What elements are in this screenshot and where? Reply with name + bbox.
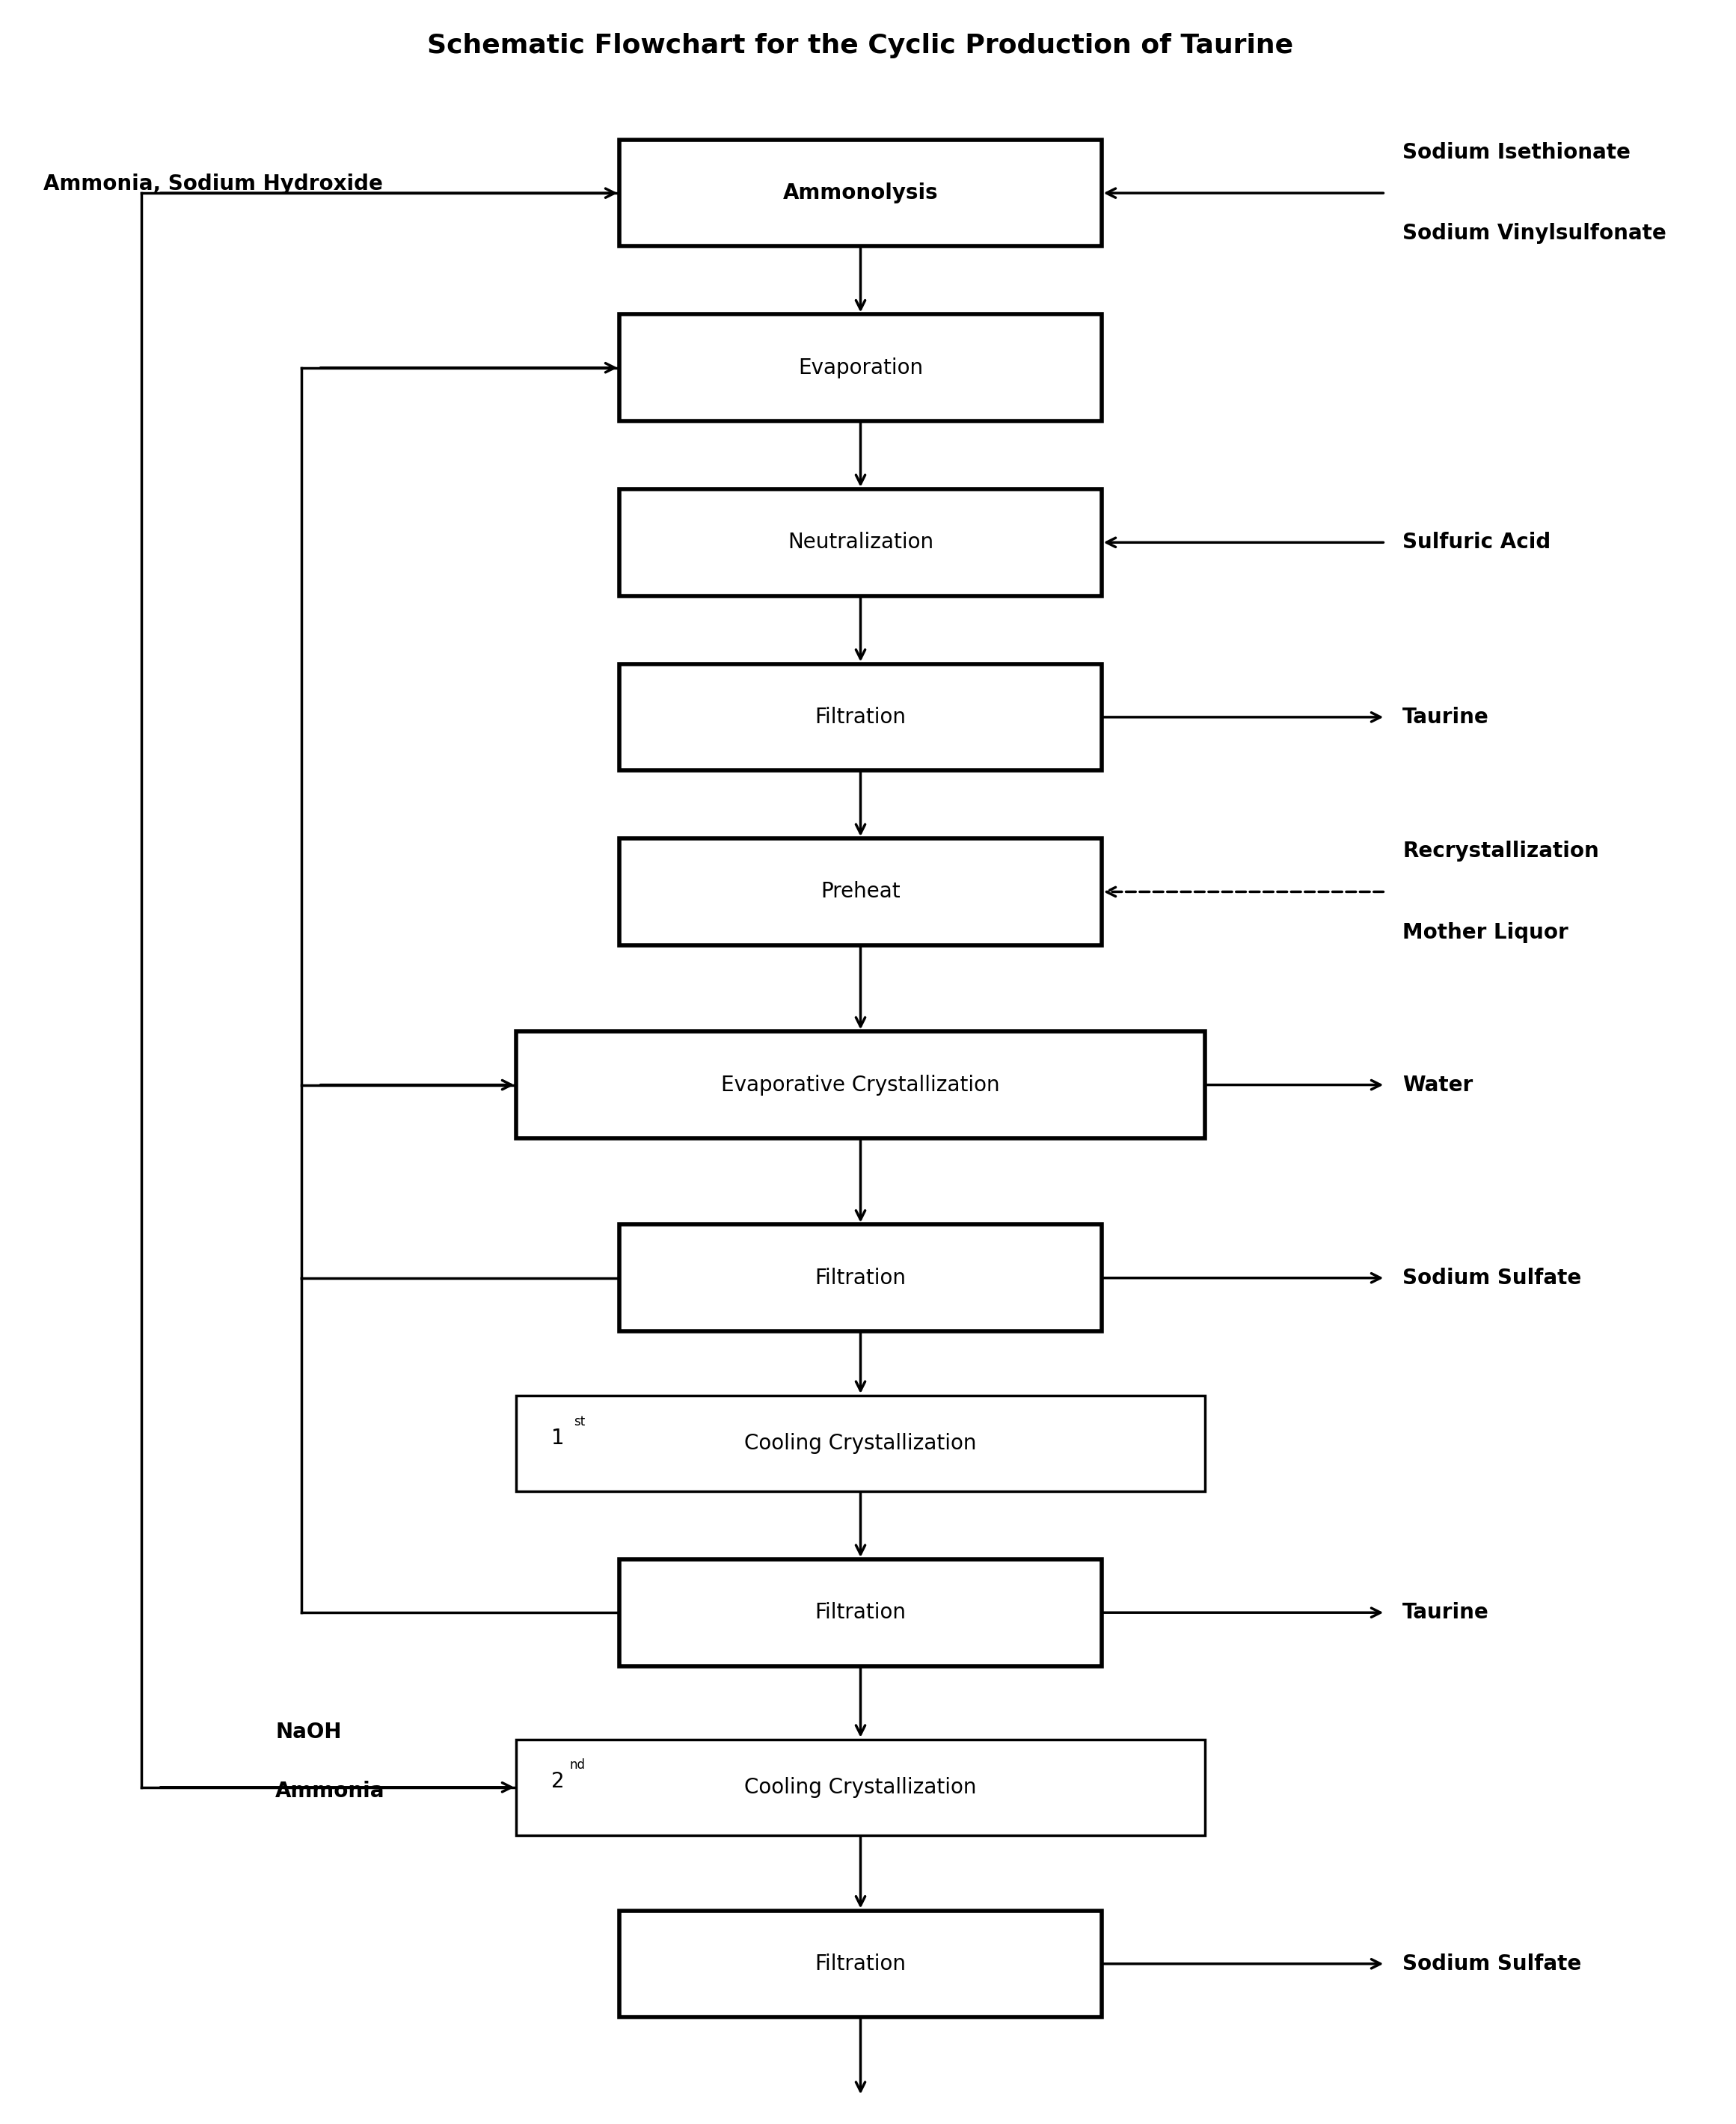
FancyBboxPatch shape (620, 140, 1101, 246)
FancyBboxPatch shape (620, 314, 1101, 421)
Text: Preheat: Preheat (821, 881, 901, 903)
Text: Filtration: Filtration (814, 707, 906, 729)
Text: Evaporation: Evaporation (799, 357, 924, 378)
Text: Neutralization: Neutralization (788, 531, 934, 552)
Text: Filtration: Filtration (814, 1601, 906, 1623)
Text: Filtration: Filtration (814, 1268, 906, 1289)
Text: nd: nd (569, 1759, 585, 1771)
Text: st: st (575, 1415, 585, 1427)
Text: Ammonolysis: Ammonolysis (783, 183, 937, 204)
Text: Water: Water (1403, 1075, 1474, 1096)
Text: Sulfuric Acid: Sulfuric Acid (1403, 531, 1550, 552)
Text: Schematic Flowchart for the Cyclic Production of Taurine: Schematic Flowchart for the Cyclic Produ… (427, 34, 1293, 59)
Text: 1: 1 (552, 1427, 564, 1449)
FancyBboxPatch shape (620, 489, 1101, 595)
Text: Sodium Sulfate: Sodium Sulfate (1403, 1954, 1581, 1975)
FancyBboxPatch shape (516, 1395, 1205, 1491)
Text: Ammonia, Sodium Hydroxide: Ammonia, Sodium Hydroxide (43, 174, 382, 195)
Text: Sodium Vinylsulfonate: Sodium Vinylsulfonate (1403, 223, 1667, 244)
Text: Taurine: Taurine (1403, 1601, 1489, 1623)
Text: Ammonia: Ammonia (276, 1780, 385, 1801)
FancyBboxPatch shape (620, 839, 1101, 945)
FancyBboxPatch shape (516, 1032, 1205, 1138)
Text: 2: 2 (552, 1771, 564, 1793)
Text: Sodium Sulfate: Sodium Sulfate (1403, 1268, 1581, 1289)
Text: NaOH: NaOH (276, 1723, 342, 1742)
FancyBboxPatch shape (620, 1909, 1101, 2018)
Text: Sodium Isethionate: Sodium Isethionate (1403, 142, 1630, 164)
Text: Filtration: Filtration (814, 1954, 906, 1975)
Text: Recrystallization: Recrystallization (1403, 841, 1599, 862)
FancyBboxPatch shape (620, 1226, 1101, 1332)
Text: Taurine: Taurine (1403, 707, 1489, 729)
Text: Evaporative Crystallization: Evaporative Crystallization (720, 1075, 1000, 1096)
Text: Cooling Crystallization: Cooling Crystallization (745, 1434, 977, 1455)
FancyBboxPatch shape (620, 665, 1101, 771)
Text: Cooling Crystallization: Cooling Crystallization (745, 1778, 977, 1797)
Text: Mother Liquor: Mother Liquor (1403, 922, 1569, 943)
FancyBboxPatch shape (516, 1740, 1205, 1835)
FancyBboxPatch shape (620, 1559, 1101, 1665)
